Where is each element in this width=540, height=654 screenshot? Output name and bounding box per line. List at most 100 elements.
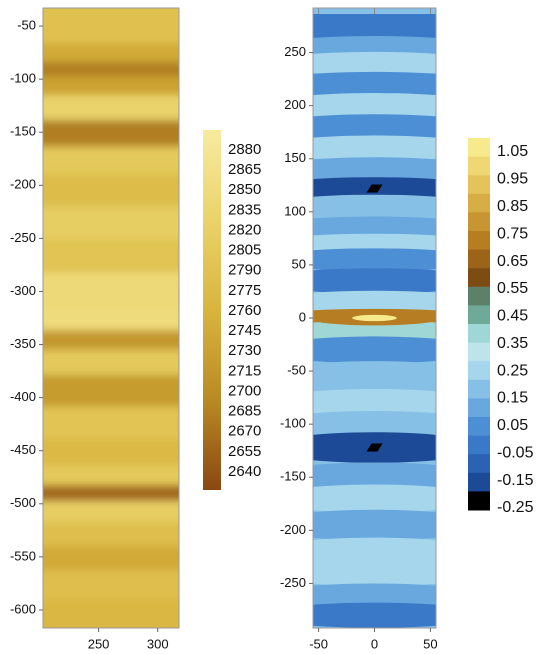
x-tick-label: 300 <box>147 636 169 651</box>
colorbar-tick-label: -0.15 <box>497 472 534 489</box>
contour-minimum <box>366 184 383 193</box>
heatmap-band <box>43 146 179 175</box>
contour-band <box>313 233 436 254</box>
y-tick-label: 150 <box>284 150 306 165</box>
colorbar-bin <box>468 268 490 288</box>
left-heatmap-bands <box>43 8 179 628</box>
contour-band <box>313 462 436 492</box>
heatmap-band <box>43 306 179 331</box>
colorbar-tick-label: 2835 <box>228 201 261 218</box>
heatmap-band <box>43 330 179 350</box>
contour-band <box>313 157 436 182</box>
y-tick-label: -450 <box>10 442 36 457</box>
contour-band <box>313 361 436 392</box>
colorbar-tick-label: 0.15 <box>497 390 528 407</box>
colorbar-bin <box>468 286 490 306</box>
heatmap-band <box>43 43 179 63</box>
colorbar-tick-label: 2820 <box>228 221 261 238</box>
colorbar-tick-label: 0.65 <box>497 253 528 270</box>
y-tick-label: -300 <box>10 283 36 298</box>
colorbar-bin <box>468 454 490 474</box>
left-colorbar <box>203 130 221 490</box>
colorbar-bin <box>468 379 490 399</box>
colorbar-bin <box>468 249 490 269</box>
heatmap-band <box>43 570 179 600</box>
colorbar-bin <box>468 342 490 362</box>
colorbar-bin <box>468 472 490 492</box>
heatmap-band <box>43 465 179 486</box>
colorbar-tick-label: 0.35 <box>497 335 528 352</box>
x-tick-label: 50 <box>423 636 437 651</box>
colorbar-tick-label: 2850 <box>228 181 261 198</box>
heatmap-band <box>43 76 179 96</box>
heatmap-band <box>43 349 179 375</box>
colorbar-bin <box>468 417 490 437</box>
colorbar-tick-label: 2775 <box>228 282 261 299</box>
y-tick-label: -50 <box>287 363 306 378</box>
colorbar-tick-label: 0.95 <box>497 171 528 188</box>
heatmap-band <box>43 438 179 466</box>
colorbar-bin <box>468 491 490 511</box>
colorbar-tick-label: 2745 <box>228 322 261 339</box>
colorbar-bin <box>468 156 490 176</box>
contour-band <box>313 248 436 271</box>
colorbar-tick-label: 2790 <box>228 262 261 279</box>
colorbar-bin <box>468 138 490 158</box>
right-contour-cells <box>313 14 436 628</box>
heatmap-band <box>43 485 179 502</box>
contour-band <box>313 71 436 98</box>
x-tick-label: 250 <box>88 636 110 651</box>
contour-band <box>313 216 436 240</box>
colorbar-tick-label: 0.75 <box>497 225 528 242</box>
colorbar-bin <box>468 361 490 381</box>
heatmap-band <box>43 8 179 44</box>
y-tick-label: -100 <box>10 71 36 86</box>
contour-band <box>313 484 436 513</box>
colorbar-bin <box>468 193 490 213</box>
colorbar-tick-label: 0.45 <box>497 308 528 325</box>
contour-band <box>313 583 436 609</box>
contour-band <box>313 509 436 541</box>
contour-band <box>313 602 436 628</box>
y-tick-label: -250 <box>280 575 306 590</box>
colorbar-tick-label: 2715 <box>228 362 261 379</box>
colorbar-tick-label: 1.05 <box>497 143 528 160</box>
heatmap-band <box>43 522 179 547</box>
colorbar-bin <box>468 305 490 325</box>
heatmap-band <box>43 62 179 77</box>
heatmap-band <box>43 546 179 571</box>
colorbar-bin <box>468 175 490 195</box>
y-tick-label: -100 <box>280 416 306 431</box>
contour-band <box>313 135 436 161</box>
contour-anomaly <box>352 314 397 322</box>
contour-band <box>313 290 436 314</box>
heatmap-band <box>43 120 179 147</box>
y-tick-label: 250 <box>284 44 306 59</box>
colorbar-tick-label: 0.85 <box>497 198 528 215</box>
contour-band <box>313 537 436 566</box>
heatmap-band <box>43 95 179 121</box>
colorbar-bin <box>468 435 490 455</box>
heatmap-band <box>43 206 179 239</box>
colorbar-tick-label: 2760 <box>228 302 261 319</box>
colorbar-tick-label: 2700 <box>228 382 261 399</box>
contour-band <box>313 268 436 294</box>
x-tick-label: -50 <box>309 636 328 651</box>
y-tick-label: -400 <box>10 389 36 404</box>
y-tick-label: -150 <box>280 469 306 484</box>
contour-band <box>313 14 436 41</box>
contour-band <box>313 114 436 140</box>
colorbar-tick-label: 0.25 <box>497 362 528 379</box>
y-tick-label: -550 <box>10 548 36 563</box>
y-tick-label: 100 <box>284 203 306 218</box>
colorbar-tick-label: 2670 <box>228 423 261 440</box>
contour-band <box>313 388 436 417</box>
y-tick-label: -150 <box>10 124 36 139</box>
y-tick-label: -350 <box>10 336 36 351</box>
heatmap-band <box>43 599 179 628</box>
colorbar-bin <box>468 324 490 344</box>
contour-band <box>313 559 436 586</box>
y-tick-label: -50 <box>17 17 36 32</box>
